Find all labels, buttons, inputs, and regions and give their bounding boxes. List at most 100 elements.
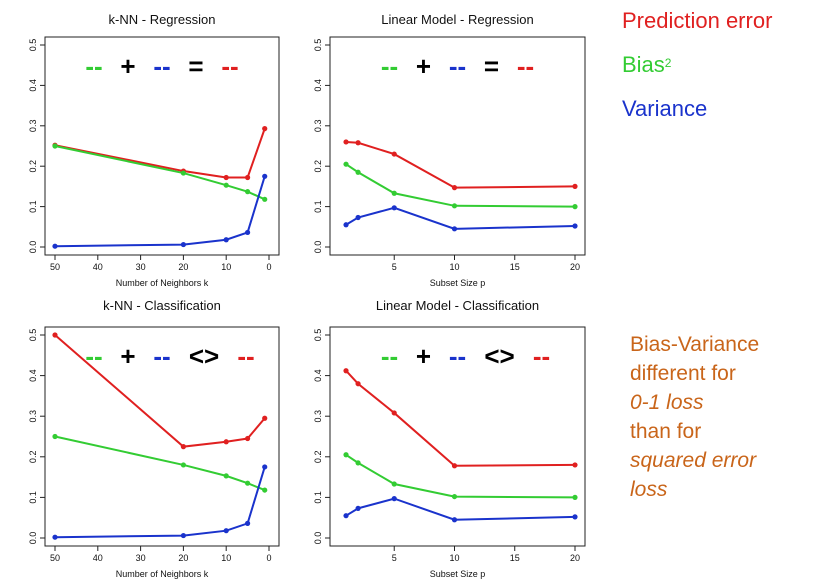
data-point <box>262 415 268 421</box>
y-tick-label: 0.4 <box>28 79 38 92</box>
plot-frame <box>329 36 586 256</box>
y-tick-label: 0.5 <box>313 39 323 52</box>
series-line-bias2 <box>345 163 576 208</box>
data-point <box>262 464 268 470</box>
y-tick-label: 0.0 <box>313 241 323 254</box>
equation-plus: + <box>120 341 135 371</box>
x-tick-label: 15 <box>510 262 520 272</box>
y-tick-label: 0.1 <box>313 200 323 213</box>
note-line-3: 0-1 loss <box>630 391 704 414</box>
equation-variance-dash: -- <box>153 51 170 81</box>
data-point <box>245 435 251 442</box>
data-point <box>355 381 361 387</box>
y-tick-label: 0.1 <box>28 491 38 504</box>
x-tick-label: 20 <box>570 553 580 563</box>
y-tick-label: 0.3 <box>28 120 38 133</box>
data-point <box>223 439 229 445</box>
x-tick-label: 10 <box>449 553 459 563</box>
data-point <box>572 514 578 520</box>
data-point <box>355 214 361 221</box>
equation-bias-dash: -- <box>85 51 102 81</box>
data-point <box>180 444 186 450</box>
series-line-variance <box>345 497 576 521</box>
equation-plus: + <box>120 51 135 81</box>
equation-error-dash: -- <box>221 51 238 81</box>
data-point <box>355 460 361 466</box>
y-tick-label: 0.5 <box>313 329 323 342</box>
data-point <box>451 493 458 500</box>
data-point <box>451 226 458 232</box>
note-line-5: squared error <box>630 449 757 472</box>
data-point <box>391 496 397 502</box>
data-point <box>572 494 578 500</box>
x-tick-label: 10 <box>221 262 231 272</box>
equation-error-dash: -- <box>517 51 534 81</box>
data-point <box>245 229 251 236</box>
legend-bias2-sup: 2 <box>664 56 672 70</box>
legend-bias2: Bias2 <box>622 50 772 80</box>
equation-relation: <> <box>189 341 219 371</box>
data-point <box>262 173 268 179</box>
equation-variance-dash: -- <box>449 51 466 81</box>
plot-frame <box>44 326 280 547</box>
x-tick-label: 20 <box>178 262 188 272</box>
data-point <box>223 473 229 479</box>
x-tick-label: 20 <box>570 262 580 272</box>
x-axis-label: Number of Neighbors k <box>116 278 209 288</box>
legend-variance: Variance <box>622 96 708 121</box>
data-point <box>262 487 268 493</box>
x-tick-label: 15 <box>510 553 520 563</box>
x-tick-label: 10 <box>221 553 231 563</box>
panel-3: k-NN - Classification Number of Neighbors… <box>28 298 280 579</box>
plot-frame <box>329 326 586 547</box>
data-point <box>451 203 458 209</box>
data-point <box>262 126 268 132</box>
data-point <box>572 183 578 189</box>
data-point <box>52 143 58 149</box>
data-point <box>180 241 186 248</box>
data-point <box>572 462 578 468</box>
x-tick-label: 5 <box>392 262 397 272</box>
x-tick-label: 0 <box>266 553 271 563</box>
x-tick-label: 5 <box>392 553 397 563</box>
x-tick-label: 40 <box>93 553 103 563</box>
series-line-bias2 <box>54 435 266 492</box>
data-point <box>180 532 186 539</box>
y-tick-label: 0.2 <box>28 451 38 464</box>
y-tick-label: 0.1 <box>28 200 38 213</box>
y-tick-label: 0.2 <box>313 160 323 173</box>
data-point <box>223 174 229 181</box>
series-line-bias2 <box>54 145 266 201</box>
series-line-prediction-error <box>345 140 576 189</box>
panel-2: Linear Model - Regression Subset Size p 5 1… <box>313 12 586 288</box>
y-tick-label: 0.1 <box>313 491 323 504</box>
panel-1: k-NN - Regression Number of Neighbors k 50… <box>28 12 280 288</box>
y-tick-label: 0.0 <box>313 532 323 545</box>
equation-error-dash: -- <box>533 341 550 371</box>
y-tick-label: 0.2 <box>313 451 323 464</box>
panel-title: Linear Model - Regression <box>381 12 533 27</box>
data-point <box>391 410 397 416</box>
data-point <box>572 204 578 210</box>
equation-relation: <> <box>484 341 514 371</box>
data-point <box>262 196 268 202</box>
bias-variance-note: Bias-Variance different for 0-1 loss tha… <box>630 330 759 504</box>
note-line-6: loss <box>630 478 668 501</box>
series-line-variance <box>345 206 576 230</box>
data-point <box>245 480 251 486</box>
x-tick-label: 40 <box>93 262 103 272</box>
panel-title: Linear Model - Classification <box>376 298 539 313</box>
equation-variance-dash: -- <box>449 341 466 371</box>
x-tick-label: 30 <box>136 262 146 272</box>
y-tick-label: 0.5 <box>28 329 38 342</box>
data-point <box>343 368 349 374</box>
x-tick-label: 10 <box>449 262 459 272</box>
data-point <box>223 237 229 243</box>
y-tick-label: 0.4 <box>313 369 323 382</box>
data-point <box>355 140 361 146</box>
x-tick-label: 50 <box>50 262 60 272</box>
equation-bias-dash: -- <box>85 341 102 371</box>
y-tick-label: 0.3 <box>313 410 323 423</box>
data-point <box>245 189 251 195</box>
